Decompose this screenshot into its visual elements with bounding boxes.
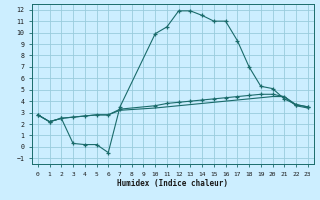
X-axis label: Humidex (Indice chaleur): Humidex (Indice chaleur) [117,179,228,188]
